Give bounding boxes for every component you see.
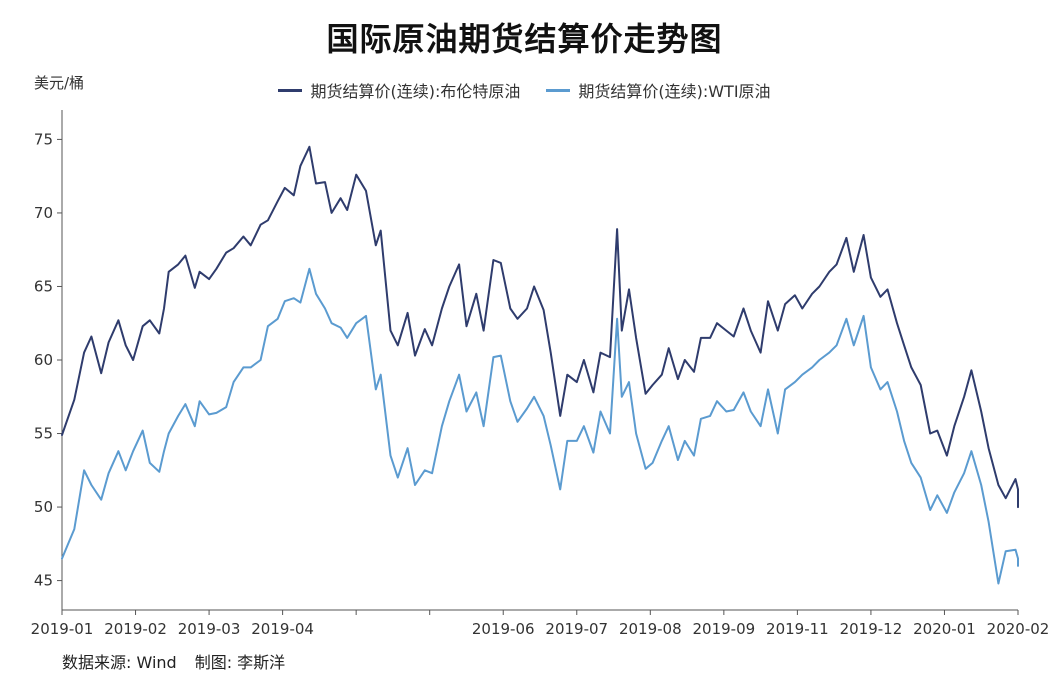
x-tick-label: 2019-11 — [766, 620, 829, 638]
series-line-brent — [61, 145, 1019, 509]
x-tick-label: 2019-06 — [472, 620, 535, 638]
y-tick-label: 70 — [34, 204, 53, 222]
chart-title: 国际原油期货结算价走势图 — [326, 20, 723, 58]
legend-label-brent: 期货结算价(连续):布伦特原油 — [310, 82, 521, 101]
y-tick-label: 75 — [34, 130, 53, 148]
legend-item-wti: 期货结算价(连续):WTI原油 — [546, 78, 771, 102]
legend-item-brent: 期货结算价(连续):布伦特原油 — [278, 78, 520, 102]
x-tick-label: 2019-07 — [545, 620, 608, 638]
chart-author: 制图: 李斯洋 — [194, 653, 286, 672]
x-tick-label: 2019-03 — [178, 620, 241, 638]
y-tick-label: 65 — [34, 277, 53, 295]
footer: 数据来源: Wind 制图: 李斯洋 — [62, 649, 285, 673]
legend-swatch-wti — [546, 88, 571, 92]
x-tick-label: 2019-12 — [840, 620, 903, 638]
series-layer — [61, 145, 1019, 585]
x-tick-label: 2019-01 — [31, 620, 94, 638]
data-source: 数据来源: Wind — [62, 653, 177, 672]
x-tick-label: 2020-01 — [913, 620, 976, 638]
y-axis-unit: 美元/桶 — [34, 74, 85, 92]
x-tick-label: 2019-02 — [104, 620, 167, 638]
x-tick-label: 2019-09 — [693, 620, 756, 638]
legend-swatch-brent — [278, 88, 303, 92]
y-tick-label: 55 — [34, 425, 53, 443]
legend: 期货结算价(连续):布伦特原油 期货结算价(连续):WTI原油 — [0, 78, 1049, 102]
y-tick-label: 45 — [34, 572, 53, 590]
series-line-wti — [61, 267, 1019, 585]
y-tick-label: 50 — [34, 498, 53, 516]
legend-label-wti: 期货结算价(连续):WTI原油 — [578, 82, 771, 101]
axes: 45 50 55 60 65 70 75 2019-01 2019-02 2019-03 2019-… — [31, 110, 1049, 638]
x-tick-label: 2019-08 — [619, 620, 682, 638]
x-tick-label: 2020-02 — [987, 620, 1049, 638]
y-tick-label: 60 — [34, 351, 53, 369]
x-tick-label: 2019-04 — [251, 620, 314, 638]
